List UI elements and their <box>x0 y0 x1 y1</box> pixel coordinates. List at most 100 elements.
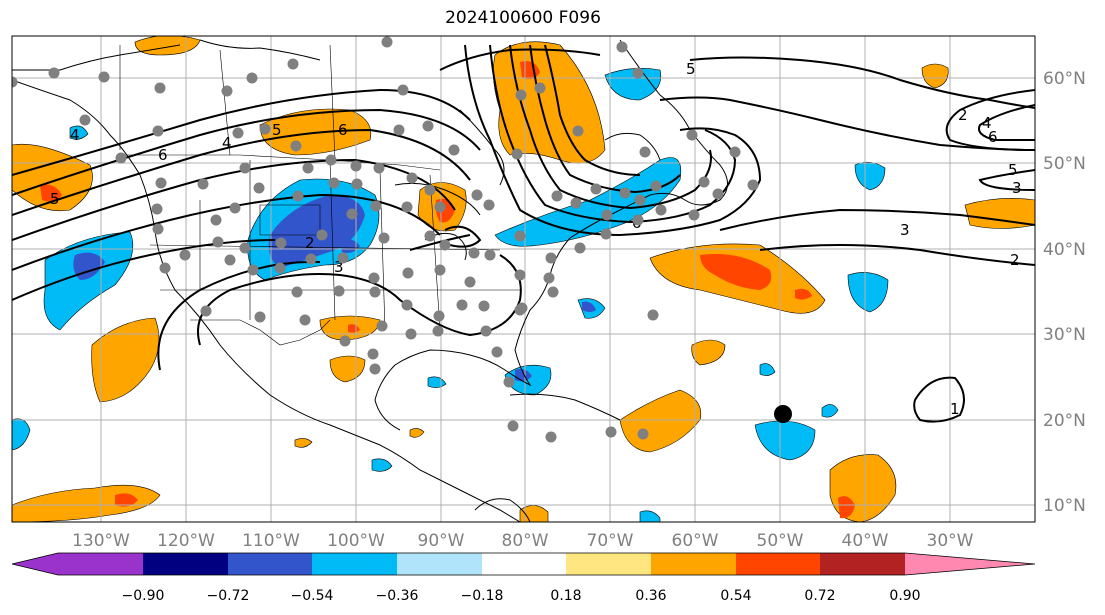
colorbar-tick-label: 0.54 <box>720 588 751 604</box>
lon-label: 80°W <box>502 531 549 551</box>
colorbar-tick-label: −0.54 <box>291 588 334 604</box>
station-marker <box>590 183 602 195</box>
colorbar: −0.90 −0.72 −0.54 −0.36 −0.18 0.18 0.36 … <box>11 552 1036 604</box>
station-marker <box>480 325 492 337</box>
station-marker <box>370 200 382 212</box>
station-marker <box>373 162 385 174</box>
contour-label: 5 <box>272 121 282 139</box>
station-marker <box>637 428 649 440</box>
contour-label: 6 <box>988 128 998 146</box>
lon-label: 70°W <box>587 531 634 551</box>
station-marker <box>328 177 340 189</box>
station-marker <box>424 230 436 242</box>
station-marker <box>422 120 434 132</box>
station-marker <box>634 194 646 206</box>
colorbar-swatch <box>736 553 820 575</box>
colorbar-tick-label: −0.72 <box>207 588 250 604</box>
station-marker <box>401 299 413 311</box>
contour-label: 5 <box>1008 161 1018 179</box>
station-marker <box>471 189 483 201</box>
lat-label: 50°N <box>1043 154 1086 174</box>
contour-label: 3 <box>1012 179 1022 197</box>
lon-label: 130°W <box>72 531 130 551</box>
station-marker <box>545 252 557 264</box>
station-marker <box>221 85 233 97</box>
station-marker <box>401 201 413 213</box>
colorbar-tick-label: 0.72 <box>804 588 835 604</box>
station-marker <box>299 314 311 326</box>
station-marker <box>632 214 644 226</box>
station-marker <box>491 346 503 358</box>
coastlines <box>12 39 728 522</box>
station-marker <box>551 190 563 202</box>
station-marker <box>197 178 209 190</box>
station-marker <box>12 76 18 88</box>
station-marker <box>291 286 303 298</box>
station-marker <box>333 285 345 297</box>
colorbar-swatch <box>651 553 736 575</box>
colorbar-swatch <box>312 553 397 575</box>
longitude-labels: 130°W 120°W 110°W 100°W 90°W 80°W 70°W 6… <box>72 531 974 551</box>
height-contours <box>12 44 1035 423</box>
station-marker <box>639 146 651 158</box>
station-marker <box>511 148 523 160</box>
contour-label: 2 <box>305 234 315 252</box>
station-marker <box>367 348 379 360</box>
station-marker <box>229 202 241 214</box>
colorbar-tick-label: 0.18 <box>550 588 581 604</box>
station-marker <box>159 262 171 274</box>
map-panel: 5 6 4 2 3 5 6 4 6 5 2 4 6 5 3 3 2 1 <box>12 36 1035 522</box>
lon-label: 30°W <box>927 531 974 551</box>
station-marker <box>507 420 519 432</box>
station-marker <box>605 426 617 438</box>
lon-label: 90°W <box>418 531 465 551</box>
storm-position-marker <box>774 405 792 423</box>
contour-label: 3 <box>334 258 344 276</box>
station-marker <box>688 209 700 221</box>
station-marker <box>619 187 631 199</box>
contour-label: 6 <box>338 121 348 139</box>
station-marker <box>350 160 362 172</box>
lon-label: 50°W <box>757 531 804 551</box>
station-marker <box>253 182 265 194</box>
contour-label: 4 <box>982 114 992 132</box>
station-marker <box>432 325 444 337</box>
station-marker <box>346 208 358 220</box>
station-marker <box>151 203 163 215</box>
station-marker <box>259 123 271 135</box>
station-marker <box>570 197 582 209</box>
station-marker <box>448 144 460 156</box>
station-marker <box>574 242 586 254</box>
station-marker <box>686 129 698 141</box>
station-marker <box>305 253 317 265</box>
station-marker <box>378 232 390 244</box>
station-marker <box>406 172 418 184</box>
station-marker <box>393 124 405 136</box>
station-marker <box>152 125 164 137</box>
station-marker <box>424 184 436 196</box>
colorbar-tick-label: −0.18 <box>461 588 504 604</box>
contour-label: 5 <box>50 190 60 208</box>
station-marker <box>381 36 393 48</box>
latitude-labels: 60°N 50°N 40°N 30°N 20°N 10°N <box>1043 69 1086 516</box>
station-marker <box>98 71 110 83</box>
station-marker <box>650 180 662 192</box>
station-marker <box>179 249 191 261</box>
station-marker <box>224 254 236 266</box>
station-marker <box>369 363 381 375</box>
station-marker <box>239 162 251 174</box>
station-marker <box>376 320 388 332</box>
station-marker <box>210 214 222 226</box>
station-marker <box>572 125 584 137</box>
station-marker <box>115 152 127 164</box>
station-marker <box>212 236 224 248</box>
station-marker <box>434 201 446 213</box>
colorbar-swatch <box>820 553 905 575</box>
map-title: 2024100600 F096 <box>445 8 601 28</box>
contour-label: 4 <box>70 126 80 144</box>
station-marker <box>254 311 266 323</box>
station-marker <box>369 286 381 298</box>
lon-label: 40°W <box>842 531 889 551</box>
contour-label: 5 <box>686 60 696 78</box>
